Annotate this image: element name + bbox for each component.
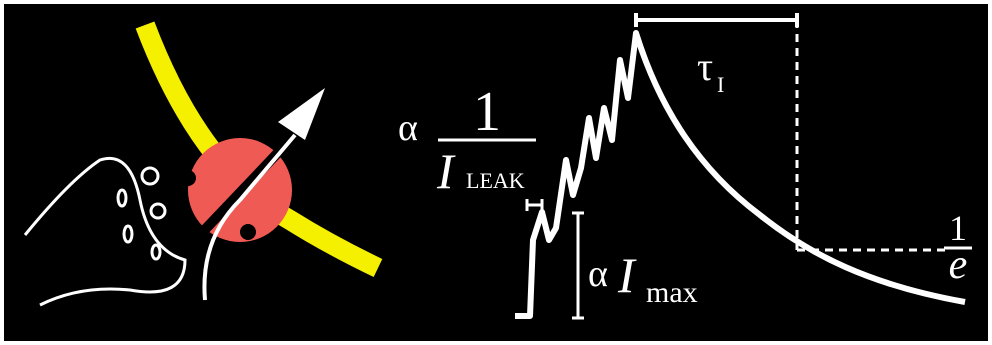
leak-subscript: LEAK bbox=[466, 168, 525, 193]
i-max: I bbox=[617, 247, 637, 303]
alpha: α bbox=[398, 107, 418, 149]
tau-subscript: I bbox=[717, 72, 724, 97]
numerator: 1 bbox=[473, 81, 501, 143]
e-denominator: e bbox=[949, 242, 968, 288]
binding-site bbox=[240, 224, 256, 240]
i-leak: I bbox=[436, 143, 456, 199]
alpha: α bbox=[588, 253, 608, 295]
binding-site bbox=[180, 170, 196, 186]
tau: τ bbox=[697, 44, 713, 89]
figure: α 1 I LEAK α I max τ I 1 e bbox=[0, 0, 992, 345]
max-subscript: max bbox=[646, 276, 698, 309]
